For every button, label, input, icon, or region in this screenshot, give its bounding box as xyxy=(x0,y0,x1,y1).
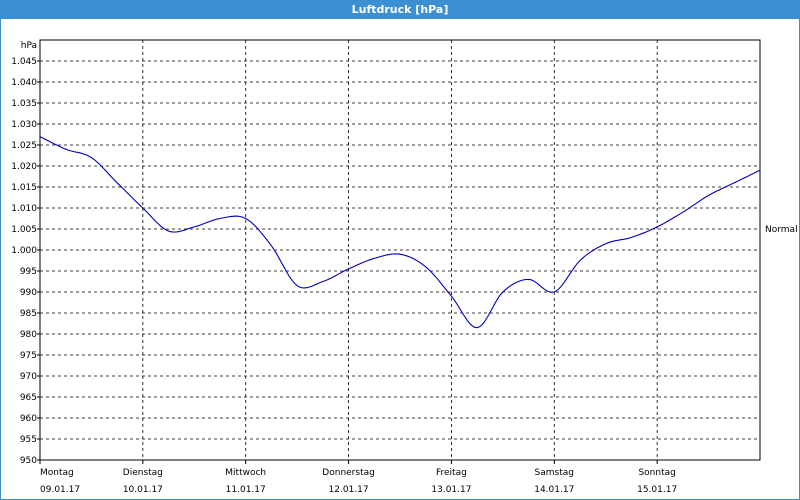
y-tick-label: 965 xyxy=(20,393,37,403)
plot-frame xyxy=(39,39,761,461)
y-axis-unit-label: hPa xyxy=(21,41,37,51)
y-tick-label: 950 xyxy=(20,456,37,466)
y-tick-label: 955 xyxy=(20,435,37,445)
x-axis: Montag 09.01.17 Dienstag 10.01.17 Mittwoch 11… xyxy=(40,468,677,495)
y-tick-label: 1.000 xyxy=(11,246,37,256)
x-tick-date-label: 14.01.17 xyxy=(534,485,574,495)
y-tick-label: 985 xyxy=(20,309,37,319)
y-tick-label: 1.020 xyxy=(11,162,37,172)
y-tick-label: 990 xyxy=(20,288,37,298)
y-tick-label: 1.045 xyxy=(11,57,37,67)
x-tick-day-label: Montag xyxy=(40,468,74,478)
x-tick-date-label: 11.01.17 xyxy=(226,485,266,495)
y-tick-label: 960 xyxy=(20,414,37,424)
y-tick-label: 1.015 xyxy=(11,183,37,193)
y-tick-label: 1.025 xyxy=(11,141,37,151)
y-tick-label: 1.035 xyxy=(11,99,37,109)
x-tick-date-label: 15.01.17 xyxy=(637,485,677,495)
y-tick-label: 1.040 xyxy=(11,78,37,88)
x-tick-date-label: 12.01.17 xyxy=(329,485,369,495)
x-tick-date-label: 09.01.17 xyxy=(40,485,80,495)
x-tick-day-label: Freitag xyxy=(436,468,467,478)
y-tick-label: 975 xyxy=(20,351,37,361)
x-tick-date-label: 13.01.17 xyxy=(431,485,471,495)
y-tick-label: 1.010 xyxy=(11,204,37,214)
y-tick-label: 980 xyxy=(20,330,37,340)
y-tick-label: 970 xyxy=(20,372,37,382)
y-tick-label: 1.030 xyxy=(11,120,37,130)
grid xyxy=(37,40,760,464)
x-tick-date-label: 10.01.17 xyxy=(123,485,163,495)
pressure-series-line xyxy=(39,136,761,329)
y-tick-label: 1.005 xyxy=(11,225,37,235)
x-tick-day-label: Sonntag xyxy=(638,468,675,478)
normal-reference-label: Normal xyxy=(765,225,798,235)
y-tick-label: 995 xyxy=(20,267,37,277)
window-title: Luftdruck [hPa] xyxy=(1,1,799,19)
y-axis: 950 955 960 965 970 975 980 985 990 995 1.000 1.005… xyxy=(11,57,37,466)
x-tick-day-label: Donnerstag xyxy=(322,468,375,478)
x-tick-day-label: Samstag xyxy=(535,468,574,478)
x-tick-day-label: Dienstag xyxy=(123,468,163,478)
x-tick-day-label: Mittwoch xyxy=(225,468,266,478)
